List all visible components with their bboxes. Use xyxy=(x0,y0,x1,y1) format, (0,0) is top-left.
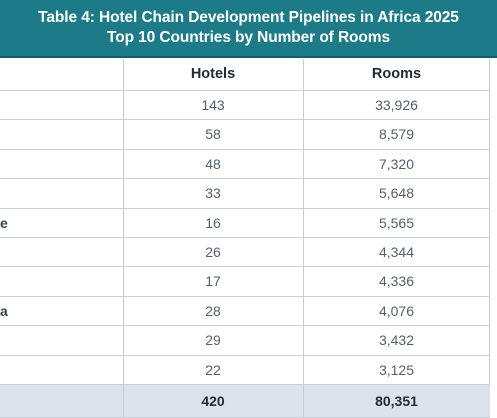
country-cell: a xyxy=(0,302,8,319)
total-label xyxy=(0,385,123,418)
header-hotels: Hotels xyxy=(190,66,236,82)
hotels-cell: 143 xyxy=(201,97,225,113)
table-row: 48 7,320 xyxy=(0,150,490,180)
hotels-cell: 16 xyxy=(205,214,221,231)
total-hotels: 420 xyxy=(201,393,225,409)
rooms-cell: 4,076 xyxy=(378,302,415,319)
table-header-row: Hotels Rooms xyxy=(0,59,490,91)
total-row: 420 80,351 xyxy=(0,385,490,418)
table-row: e 16 5,565 xyxy=(0,209,490,238)
header-rooms: Rooms xyxy=(371,66,422,82)
country-cell xyxy=(0,267,123,296)
country-cell xyxy=(0,91,123,120)
table-row: 33 5,648 xyxy=(0,179,490,209)
rooms-cell: 4,344 xyxy=(378,244,415,260)
table-row: 26 4,344 xyxy=(0,238,490,268)
rooms-cell: 5,648 xyxy=(378,185,415,202)
table-row: 143 33,926 xyxy=(0,91,490,121)
country-cell xyxy=(0,150,123,179)
table-row: 29 3,432 xyxy=(0,326,490,356)
table-title-banner: Table 4: Hotel Chain Development Pipelin… xyxy=(0,0,497,58)
hotels-cell: 28 xyxy=(205,302,221,319)
rooms-cell: 4,336 xyxy=(378,273,415,290)
country-cell xyxy=(0,326,123,355)
table-row: 58 8,579 xyxy=(0,120,490,150)
total-rooms: 80,351 xyxy=(375,393,418,409)
hotels-cell: 29 xyxy=(205,332,221,349)
table-right-edge xyxy=(489,59,497,418)
hotels-cell: 33 xyxy=(205,185,221,202)
table-row: 17 4,336 xyxy=(0,267,490,297)
rooms-cell: 7,320 xyxy=(378,155,415,172)
rooms-cell: 8,579 xyxy=(378,126,415,143)
country-cell xyxy=(0,356,123,385)
table-subtitle: Top 10 Countries by Number of Rooms xyxy=(107,29,390,46)
country-cell: e xyxy=(0,214,8,231)
country-cell xyxy=(0,120,123,149)
table-title: Table 4: Hotel Chain Development Pipelin… xyxy=(38,9,459,26)
header-country xyxy=(0,59,123,90)
table-row: 22 3,125 xyxy=(0,356,490,385)
country-cell xyxy=(0,238,123,267)
country-cell xyxy=(0,179,123,208)
hotels-cell: 58 xyxy=(205,126,221,143)
column-divider xyxy=(123,59,124,418)
hotels-cell: 17 xyxy=(205,273,221,290)
rooms-cell: 5,565 xyxy=(378,214,415,231)
hotels-cell: 26 xyxy=(205,244,221,260)
table-row: a 28 4,076 xyxy=(0,297,490,327)
rooms-cell: 33,926 xyxy=(375,97,418,113)
rooms-cell: 3,125 xyxy=(378,361,415,378)
rooms-cell: 3,432 xyxy=(378,332,415,349)
hotels-cell: 48 xyxy=(205,155,221,172)
column-divider xyxy=(303,59,304,418)
hotels-cell: 22 xyxy=(205,361,221,378)
